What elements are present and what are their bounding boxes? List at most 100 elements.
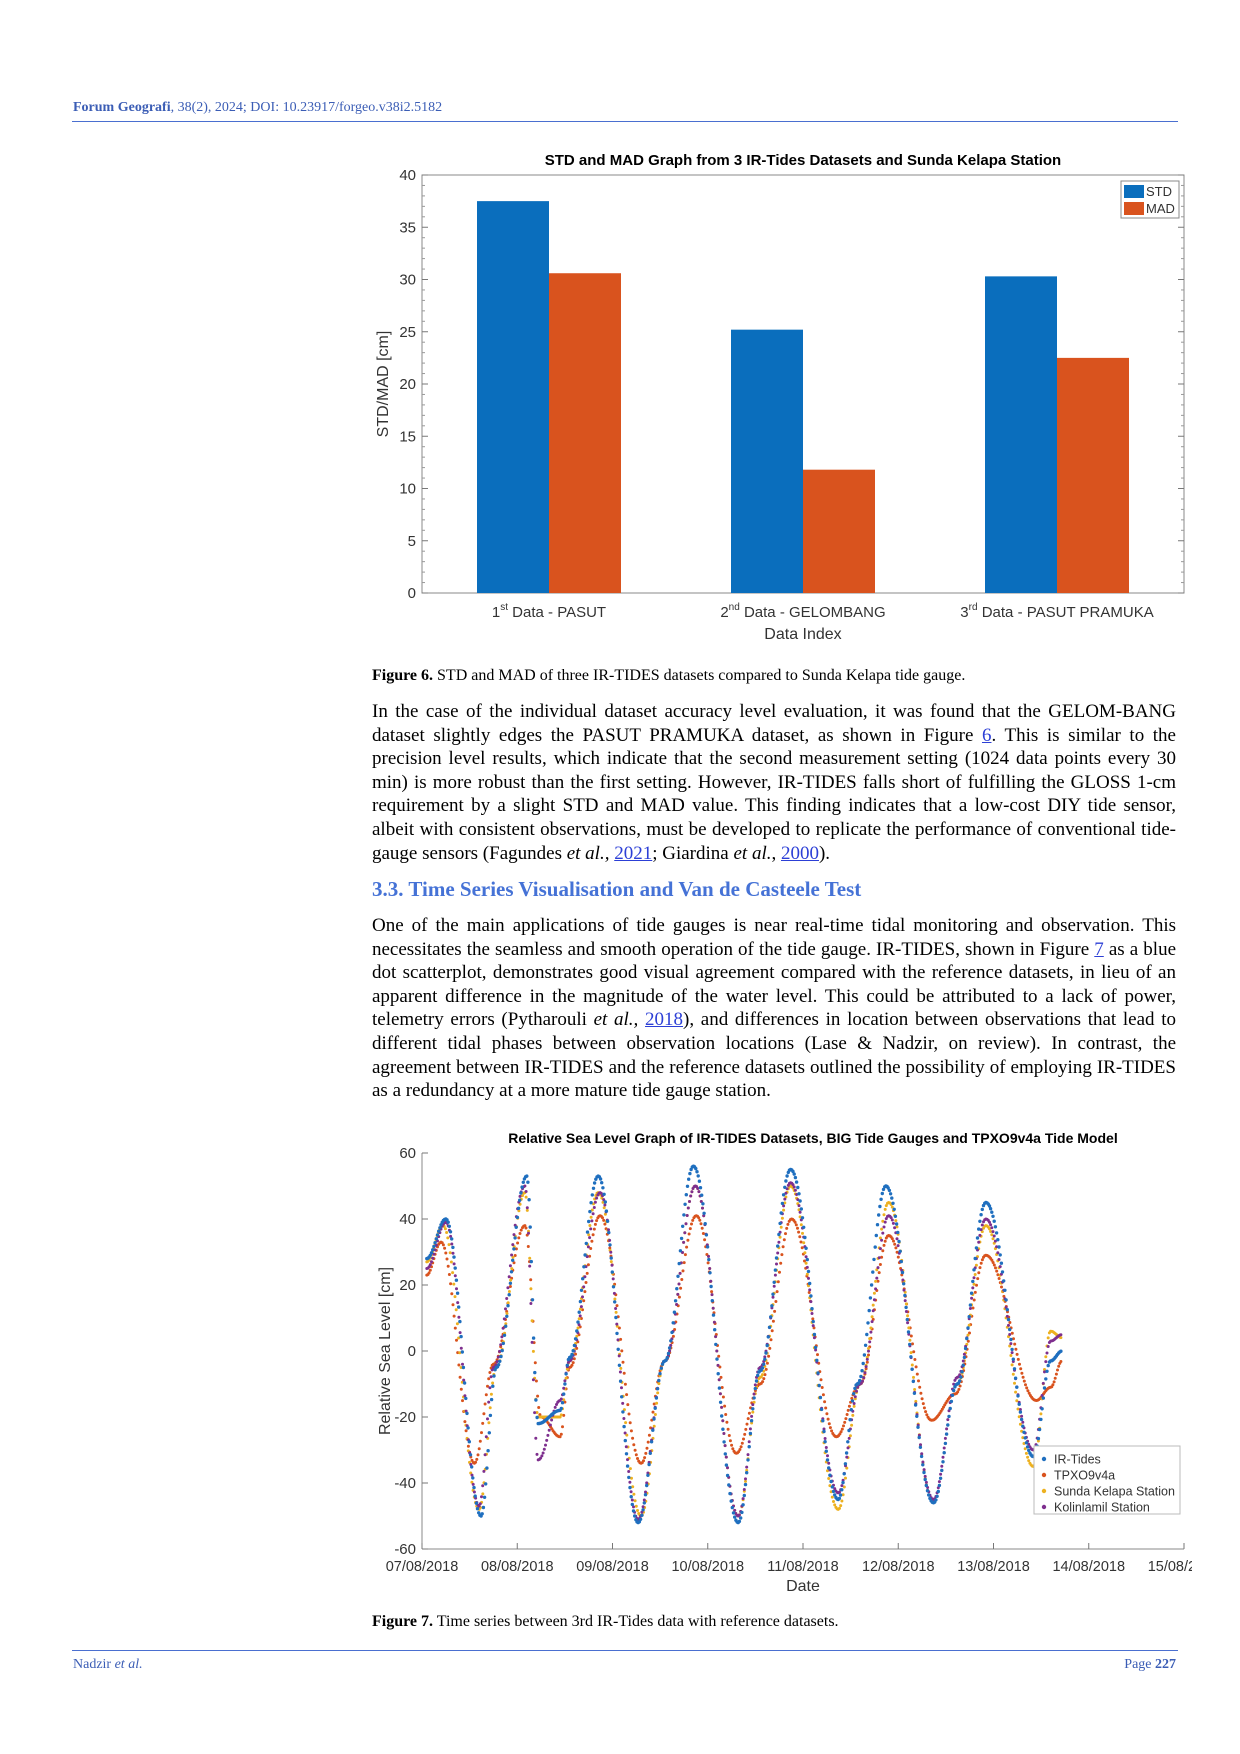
data-point <box>979 1261 983 1265</box>
data-point <box>840 1427 844 1431</box>
data-point <box>613 1297 617 1301</box>
data-point <box>872 1298 876 1302</box>
data-point <box>843 1462 848 1466</box>
data-point <box>528 1256 532 1260</box>
data-point <box>1044 1377 1048 1381</box>
data-point <box>803 1251 807 1255</box>
data-point <box>696 1174 700 1178</box>
data-point <box>921 1460 925 1464</box>
data-point <box>533 1370 537 1375</box>
data-point <box>432 1244 436 1249</box>
data-point <box>561 1425 564 1429</box>
data-point <box>447 1273 451 1276</box>
bar-mad <box>549 273 621 593</box>
data-point <box>694 1166 698 1171</box>
citation-link-2000[interactable]: 2000 <box>780 842 819 864</box>
data-point <box>582 1265 586 1269</box>
data-point <box>626 1403 630 1407</box>
data-point <box>588 1224 592 1227</box>
data-point <box>711 1313 716 1317</box>
data-point <box>924 1410 928 1414</box>
data-point <box>1059 1333 1063 1337</box>
data-point <box>925 1413 929 1417</box>
data-point <box>714 1335 718 1339</box>
data-point <box>452 1282 456 1286</box>
data-point <box>572 1343 577 1348</box>
data-point <box>737 1519 742 1524</box>
data-point <box>975 1283 978 1287</box>
data-point <box>978 1219 982 1223</box>
data-point <box>441 1243 445 1247</box>
data-point <box>490 1368 494 1372</box>
data-point <box>828 1426 832 1430</box>
data-point <box>909 1355 913 1359</box>
data-point <box>548 1423 552 1427</box>
data-point <box>945 1427 949 1431</box>
data-point <box>570 1352 574 1357</box>
data-point <box>431 1248 435 1252</box>
data-point <box>971 1306 975 1310</box>
legend-marker <box>1041 1472 1047 1478</box>
data-point <box>909 1351 913 1355</box>
figure-7-link[interactable]: 7 <box>1094 938 1104 960</box>
data-point <box>496 1363 501 1367</box>
data-point <box>1003 1288 1007 1292</box>
data-point <box>431 1256 435 1260</box>
data-point <box>891 1221 895 1225</box>
data-point <box>638 1517 643 1521</box>
data-point <box>738 1448 742 1451</box>
data-point <box>1045 1369 1049 1373</box>
data-point <box>802 1241 806 1245</box>
data-point <box>1041 1381 1045 1385</box>
data-point <box>565 1363 569 1367</box>
data-point <box>1008 1333 1012 1336</box>
data-point <box>961 1359 965 1363</box>
data-point <box>563 1379 567 1383</box>
data-point <box>717 1354 721 1358</box>
citation-link-2021[interactable]: 2021 <box>614 842 653 864</box>
data-point <box>845 1455 849 1459</box>
data-point <box>988 1220 991 1224</box>
data-point <box>622 1408 626 1412</box>
figure-7-caption-text: Time series between 3rd IR-Tides data wi… <box>433 1613 839 1630</box>
data-point <box>731 1447 735 1451</box>
data-point <box>769 1315 773 1319</box>
data-point <box>716 1363 720 1367</box>
data-point <box>645 1483 649 1488</box>
data-point <box>502 1333 507 1337</box>
data-point <box>519 1228 523 1232</box>
data-point <box>449 1282 453 1286</box>
data-point <box>892 1207 896 1211</box>
data-point <box>579 1305 583 1309</box>
data-point <box>958 1379 962 1383</box>
data-point <box>671 1321 675 1325</box>
data-point <box>528 1225 532 1229</box>
data-point <box>1005 1308 1009 1312</box>
data-point <box>867 1347 870 1350</box>
data-point <box>1019 1417 1024 1422</box>
data-point <box>771 1319 775 1323</box>
data-point <box>865 1357 869 1361</box>
data-point <box>940 1464 944 1468</box>
figure-6-link[interactable]: 6 <box>981 724 992 746</box>
y-tick-label: -60 <box>394 1541 416 1558</box>
data-point <box>708 1271 712 1275</box>
data-point <box>571 1361 575 1365</box>
citation-link-2018[interactable]: 2018 <box>645 1009 684 1031</box>
data-point <box>653 1406 657 1410</box>
data-point <box>590 1239 594 1243</box>
data-point <box>513 1236 517 1240</box>
data-point <box>577 1310 581 1314</box>
data-point <box>652 1417 656 1421</box>
data-point <box>861 1361 865 1366</box>
data-point <box>622 1417 626 1420</box>
data-point <box>593 1200 597 1204</box>
data-point <box>792 1185 796 1189</box>
data-point <box>980 1223 984 1227</box>
data-point <box>633 1499 637 1503</box>
data-point <box>779 1211 783 1215</box>
data-point <box>876 1279 880 1283</box>
data-point <box>751 1407 755 1411</box>
data-point <box>1000 1270 1005 1274</box>
data-point <box>848 1418 852 1422</box>
